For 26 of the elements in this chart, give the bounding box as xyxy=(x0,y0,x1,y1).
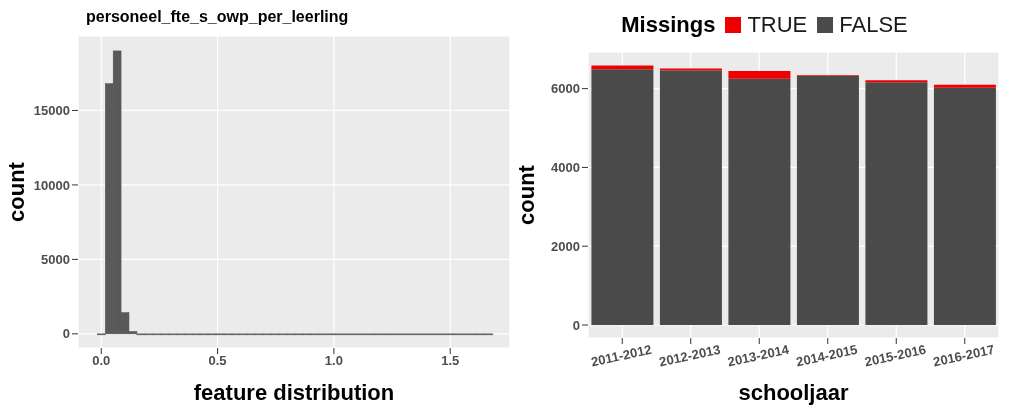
x-tick-label: 0.0 xyxy=(92,353,111,369)
x-tick-label: 2013-2014 xyxy=(726,341,792,370)
chart-title: personeel_fte_s_owp_per_leerling xyxy=(86,8,350,27)
y-tick-label: 0 xyxy=(572,317,580,333)
y-axis-title: count xyxy=(3,161,29,222)
legend-label: TRUE xyxy=(747,12,808,38)
y-tick-label: 15000 xyxy=(33,103,70,119)
x-tick-label: 1.0 xyxy=(324,353,343,369)
x-tick-label: 1.5 xyxy=(441,353,460,369)
legend-label: FALSE xyxy=(839,12,908,38)
x-tick-label: 2012-2013 xyxy=(657,341,722,370)
y-tick-label: 6000 xyxy=(551,81,580,97)
y-tick-label: 5000 xyxy=(41,252,70,267)
x-axis-title: schooljaar xyxy=(738,380,849,405)
x-tick-label: 2014-2015 xyxy=(794,341,859,370)
x-tick-label: 0.5 xyxy=(208,353,227,369)
x-tick-label: 2011-2012 xyxy=(589,341,653,370)
y-axis-title: count xyxy=(513,164,539,225)
x-tick-label: 2016-2017 xyxy=(931,341,996,370)
y-tick-label: 0 xyxy=(62,326,70,342)
legend-title: Missings xyxy=(621,12,716,38)
x-tick-label: 2015-2016 xyxy=(863,341,928,370)
y-tick-label: 10000 xyxy=(33,177,70,193)
y-tick-label: 4000 xyxy=(551,160,580,176)
y-tick-label: 2000 xyxy=(551,238,580,254)
x-axis-title: feature distribution xyxy=(193,380,395,405)
